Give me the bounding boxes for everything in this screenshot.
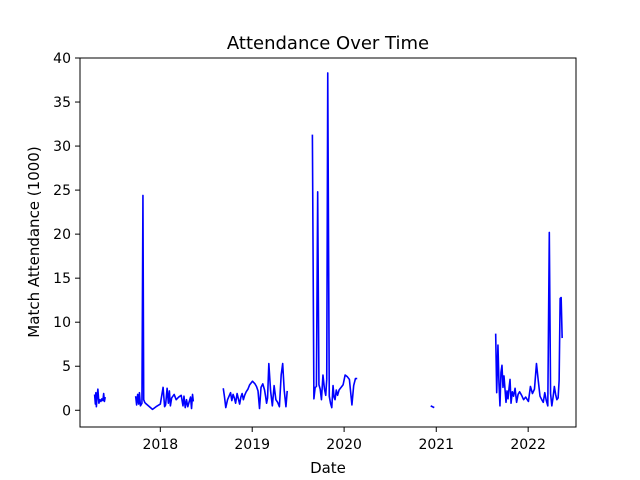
x-tick-label: 2021 [418,437,454,453]
y-axis-label: Match Attendance (1000) [25,146,43,337]
series-line-segment-3 [222,362,289,410]
y-tick-label: 30 [53,139,71,155]
y-tick-label: 5 [62,359,71,375]
x-tick-label: 2020 [326,437,362,453]
series-layer [93,72,563,411]
y-tick-label: 40 [53,51,71,67]
x-axis-label: Date [310,459,346,477]
y-tick-label: 15 [53,271,71,287]
y-tick-label: 35 [53,95,71,111]
y-axis-ticks: 0 5 10 15 20 25 30 35 40 [53,51,80,419]
series-line-segment-4 [311,72,358,409]
x-axis-ticks: 2018 2019 2020 2021 2022 [142,427,546,453]
x-tick-label: 2018 [142,437,178,453]
y-tick-label: 0 [62,403,71,419]
chart-title: Attendance Over Time [227,33,429,54]
series-line-segment-1 [93,388,106,408]
x-tick-label: 2022 [510,437,546,453]
series-line-segment-5 [430,405,435,409]
y-tick-label: 25 [53,183,71,199]
y-tick-label: 20 [53,227,71,243]
y-tick-label: 10 [53,315,71,331]
series-line-segment-2 [134,194,195,411]
x-tick-label: 2019 [234,437,270,453]
plot-frame [79,57,577,428]
series-line-segment-6 [494,231,563,407]
